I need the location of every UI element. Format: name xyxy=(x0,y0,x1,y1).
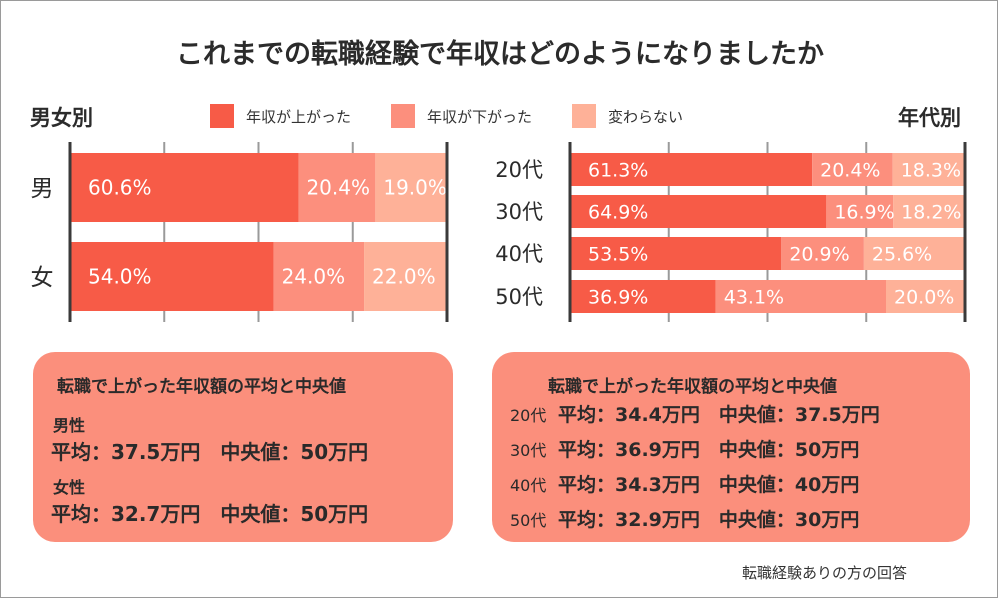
value-label-40代-0: 53.5% xyxy=(588,243,648,265)
age-summary-title: 転職で上がった年収額の平均と中央値 xyxy=(548,377,837,397)
bar-segment-50代-0 xyxy=(570,280,716,313)
bar-segment-50代-1 xyxy=(715,280,886,313)
value-label-40代-2: 25.6% xyxy=(872,243,932,265)
category-label-30代: 30代 xyxy=(495,200,543,224)
legend-label: 年収が上がった xyxy=(246,107,352,126)
legend-item-increased: 年収が上がった xyxy=(210,104,351,128)
bar-segment-20代-0 xyxy=(570,153,813,186)
age-row-40s: 40代 平均：34.3万円 中央値：40万円 xyxy=(510,470,859,497)
bar-segment-40代-1 xyxy=(781,237,864,270)
male-income-stats: 平均：37.5万円 中央値：50万円 xyxy=(51,440,369,464)
category-label-50代: 50代 xyxy=(495,285,543,309)
legend-swatch xyxy=(572,104,597,128)
bar-segment-男-0 xyxy=(70,153,299,222)
gender-summary-title: 転職で上がった年収額の平均と中央値 xyxy=(57,377,346,397)
age-income-summary: 転職で上がった年収額の平均と中央値 20代 平均：34.4万円 中央値：37.5… xyxy=(492,352,970,542)
value-label-女-1: 24.0% xyxy=(282,265,346,289)
category-label-40代: 40代 xyxy=(495,242,543,266)
bar-segment-30代-2 xyxy=(893,195,965,228)
value-label-50代-0: 36.9% xyxy=(588,286,648,308)
bar-segment-男-2 xyxy=(375,153,447,222)
value-label-男-0: 60.6% xyxy=(88,176,152,200)
age-section-label: 年代別 xyxy=(898,106,961,130)
female-income-stats: 平均：32.7万円 中央値：50万円 xyxy=(51,502,369,526)
bar-segment-50代-2 xyxy=(886,280,965,313)
category-label-男: 男 xyxy=(31,176,54,202)
footnote: 転職経験ありの方の回答 xyxy=(742,564,908,582)
bar-segment-40代-0 xyxy=(570,237,782,270)
legend-item-decreased: 年収が下がった xyxy=(391,104,532,128)
gender-income-summary: 転職で上がった年収額の平均と中央値 男性 平均：37.5万円 中央値：50万円 … xyxy=(33,352,453,542)
value-label-40代-1: 20.9% xyxy=(789,243,849,265)
bar-segment-40代-2 xyxy=(863,237,965,270)
value-label-50代-2: 20.0% xyxy=(894,286,954,308)
age-row-label: 20代 xyxy=(510,406,547,425)
category-label-20代: 20代 xyxy=(495,158,543,182)
legend-swatch xyxy=(210,104,234,128)
legend-label: 変わらない xyxy=(608,107,684,126)
bar-segment-20代-1 xyxy=(812,153,893,186)
value-label-女-2: 22.0% xyxy=(372,265,436,289)
value-label-50代-1: 43.1% xyxy=(724,286,784,308)
age-row-50s: 50代 平均：32.9万円 中央値：30万円 xyxy=(510,505,859,532)
age-row-stats: 平均：34.4万円 中央値：37.5万円 xyxy=(558,404,880,426)
bar-segment-20代-2 xyxy=(892,153,965,186)
legend-label: 年収が下がった xyxy=(427,107,533,126)
value-label-20代-0: 61.3% xyxy=(588,159,648,181)
age-row-label: 40代 xyxy=(510,476,547,495)
age-row-30s: 30代 平均：36.9万円 中央値：50万円 xyxy=(510,435,859,462)
value-label-20代-1: 20.4% xyxy=(820,159,880,181)
age-row-stats: 平均：34.3万円 中央値：40万円 xyxy=(558,474,860,496)
value-label-男-2: 19.0% xyxy=(383,176,447,200)
age-row-20s: 20代 平均：34.4万円 中央値：37.5万円 xyxy=(510,400,880,427)
female-label: 女性 xyxy=(53,478,86,497)
value-label-30代-0: 64.9% xyxy=(588,201,648,223)
page-title: これまでの転職経験で年収はどのようになりましたか xyxy=(176,39,824,70)
value-label-30代-1: 16.9% xyxy=(834,201,894,223)
value-label-女-0: 54.0% xyxy=(88,265,152,289)
bar-segment-30代-1 xyxy=(826,195,894,228)
value-label-男-1: 20.4% xyxy=(306,176,370,200)
gender-chart: 60.6% 20.4% 19.0% 男 54.0% 24.0% 22.0% 女 xyxy=(31,142,449,322)
gender-section-label: 男女別 xyxy=(30,106,93,130)
legend-swatch xyxy=(391,104,416,128)
age-chart: 61.3% 20.4% 18.3% 20代 64.9% 16.9% 18.2% 30代 53.5… xyxy=(495,142,967,322)
age-row-stats: 平均：36.9万円 中央値：50万円 xyxy=(558,439,860,461)
value-label-30代-2: 18.2% xyxy=(901,201,961,223)
bar-segment-女-0 xyxy=(70,242,274,311)
category-label-女: 女 xyxy=(31,265,54,291)
legend-item-unchanged: 変わらない xyxy=(572,104,683,128)
bar-segment-男-1 xyxy=(298,153,376,222)
age-row-stats: 平均：32.9万円 中央値：30万円 xyxy=(558,509,860,531)
value-label-20代-2: 18.3% xyxy=(901,159,961,181)
bar-segment-30代-0 xyxy=(570,195,827,228)
bar-segment-女-1 xyxy=(273,242,365,311)
chart-legend: 年収が上がった 年収が下がった 変わらない xyxy=(210,104,723,128)
age-row-label: 30代 xyxy=(510,441,547,460)
age-row-label: 50代 xyxy=(510,511,547,530)
male-label: 男性 xyxy=(53,416,86,435)
bar-segment-女-2 xyxy=(364,242,447,311)
